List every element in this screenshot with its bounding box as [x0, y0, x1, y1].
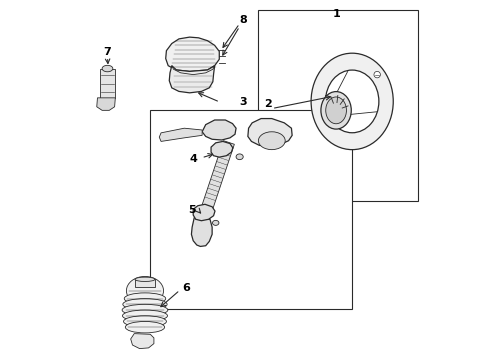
Ellipse shape: [124, 293, 166, 304]
Text: 1: 1: [332, 9, 340, 19]
Ellipse shape: [122, 310, 168, 321]
Polygon shape: [166, 37, 220, 71]
Text: 6: 6: [182, 283, 190, 293]
Ellipse shape: [236, 154, 243, 159]
Ellipse shape: [258, 132, 285, 150]
Bar: [99, 69, 115, 98]
Ellipse shape: [325, 70, 379, 133]
Ellipse shape: [126, 276, 164, 305]
Text: 3: 3: [240, 97, 247, 107]
Ellipse shape: [321, 91, 351, 129]
Text: 4: 4: [189, 154, 197, 163]
Bar: [258, 10, 418, 202]
Polygon shape: [131, 334, 154, 348]
Polygon shape: [248, 118, 292, 146]
Polygon shape: [169, 66, 215, 93]
Ellipse shape: [311, 53, 393, 150]
Polygon shape: [192, 217, 212, 247]
Circle shape: [374, 71, 380, 78]
Ellipse shape: [102, 65, 113, 72]
Polygon shape: [97, 98, 115, 111]
Polygon shape: [159, 128, 202, 141]
Ellipse shape: [122, 304, 168, 316]
Ellipse shape: [135, 277, 155, 282]
Ellipse shape: [125, 321, 165, 333]
Bar: [150, 111, 352, 309]
Polygon shape: [193, 204, 215, 221]
Text: 2: 2: [264, 99, 271, 109]
Polygon shape: [211, 141, 233, 157]
Ellipse shape: [123, 298, 167, 310]
Polygon shape: [198, 141, 234, 219]
Bar: [135, 279, 155, 287]
Text: 5: 5: [188, 205, 196, 215]
Ellipse shape: [123, 316, 167, 327]
Text: 7: 7: [103, 47, 111, 57]
Ellipse shape: [326, 97, 346, 124]
Polygon shape: [202, 120, 236, 140]
Ellipse shape: [213, 220, 219, 225]
Text: 8: 8: [239, 15, 247, 25]
